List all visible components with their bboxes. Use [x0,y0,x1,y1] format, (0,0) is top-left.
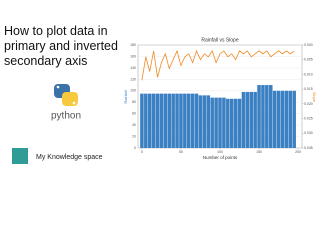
bar [194,93,199,148]
bar [233,98,238,148]
bar [276,90,281,148]
bar [140,93,144,148]
logo-eye [72,101,76,105]
line [141,49,295,81]
y-tick-label: 100 [130,89,136,93]
x-tick-label: 0 [141,150,143,154]
bar [253,91,257,148]
bar [245,91,250,148]
y2-tick-label: 0.015 [304,87,313,91]
x-tick-label: 50 [179,150,183,154]
bar [229,98,234,148]
y-tick-label: 120 [130,77,136,81]
y-tick-label: 0 [134,146,136,150]
bar [179,93,183,148]
y-tick-label: 180 [130,43,136,47]
y2-tick-label: 0.010 [304,72,313,76]
y-tick-label: 140 [130,66,136,70]
bar [288,90,293,148]
bar [265,85,269,148]
bar [163,93,168,148]
bar [249,91,253,148]
y-tick-label: 160 [130,54,136,58]
page: How to plot data in primary and inverted… [4,24,317,164]
logo-yellow [62,92,78,106]
heading-box: How to plot data in primary and inverted… [4,24,118,68]
bar [155,93,160,148]
x-tick-label: 150 [256,150,262,154]
y2-tick-label: 0.020 [304,102,313,106]
bar [280,90,285,148]
bar [222,97,226,148]
bar [257,85,261,148]
bar [241,91,246,148]
x-axis-label: Number of points [203,155,238,160]
bar [190,93,195,148]
bar [269,85,273,148]
heading: How to plot data in primary and inverted… [4,24,118,68]
bar [206,95,211,148]
brand-icon [12,148,28,164]
bar [292,90,296,148]
y-axis-label: Rainfall [123,90,128,103]
y-tick-label: 60 [132,112,136,116]
bar [151,93,156,148]
thumbnail: How to plot data in primary and inverted… [4,24,317,164]
bar [147,93,152,148]
y2-tick-label: 0.005 [304,58,313,62]
bar [210,97,214,148]
bar [167,93,171,148]
bar [187,93,191,148]
bar [159,93,164,148]
bar [144,93,148,148]
y-tick-label: 20 [132,134,136,138]
bar [284,90,289,148]
y-tick-label: 80 [132,100,136,104]
bar [202,95,207,148]
y2-tick-label: 0.025 [304,116,313,120]
logo-eye [56,85,60,89]
x-tick-label: 100 [217,150,223,154]
bar [218,97,222,148]
bar [175,93,179,148]
bar [214,97,218,148]
x-tick-label: 200 [295,150,301,154]
y2-tick-label: 0.000 [304,43,313,47]
bar [183,93,187,148]
y2-tick-label: 0.035 [304,146,313,150]
brand: My Knowledge space [36,154,103,161]
y2-axis-label: Slope [312,92,317,103]
y-tick-label: 40 [132,123,136,127]
y2-tick-label: 0.030 [304,131,313,135]
bar [171,93,175,148]
bar [237,98,242,148]
python-logo [54,84,78,106]
logo-text: python [51,111,81,122]
bar [198,95,203,148]
bar [272,90,277,148]
chart-title: Rainfall vs Slope [201,37,238,43]
bar [261,85,265,148]
bar [226,98,230,148]
